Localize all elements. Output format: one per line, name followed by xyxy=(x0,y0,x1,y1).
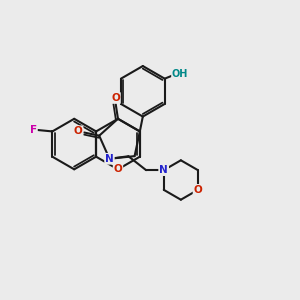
Text: OH: OH xyxy=(172,69,188,79)
Text: O: O xyxy=(114,164,122,174)
Text: O: O xyxy=(194,185,202,195)
Text: O: O xyxy=(74,126,82,136)
Text: N: N xyxy=(159,165,168,175)
Text: O: O xyxy=(111,93,120,103)
Text: N: N xyxy=(105,154,114,164)
Text: N: N xyxy=(159,165,168,175)
Text: F: F xyxy=(30,125,37,135)
